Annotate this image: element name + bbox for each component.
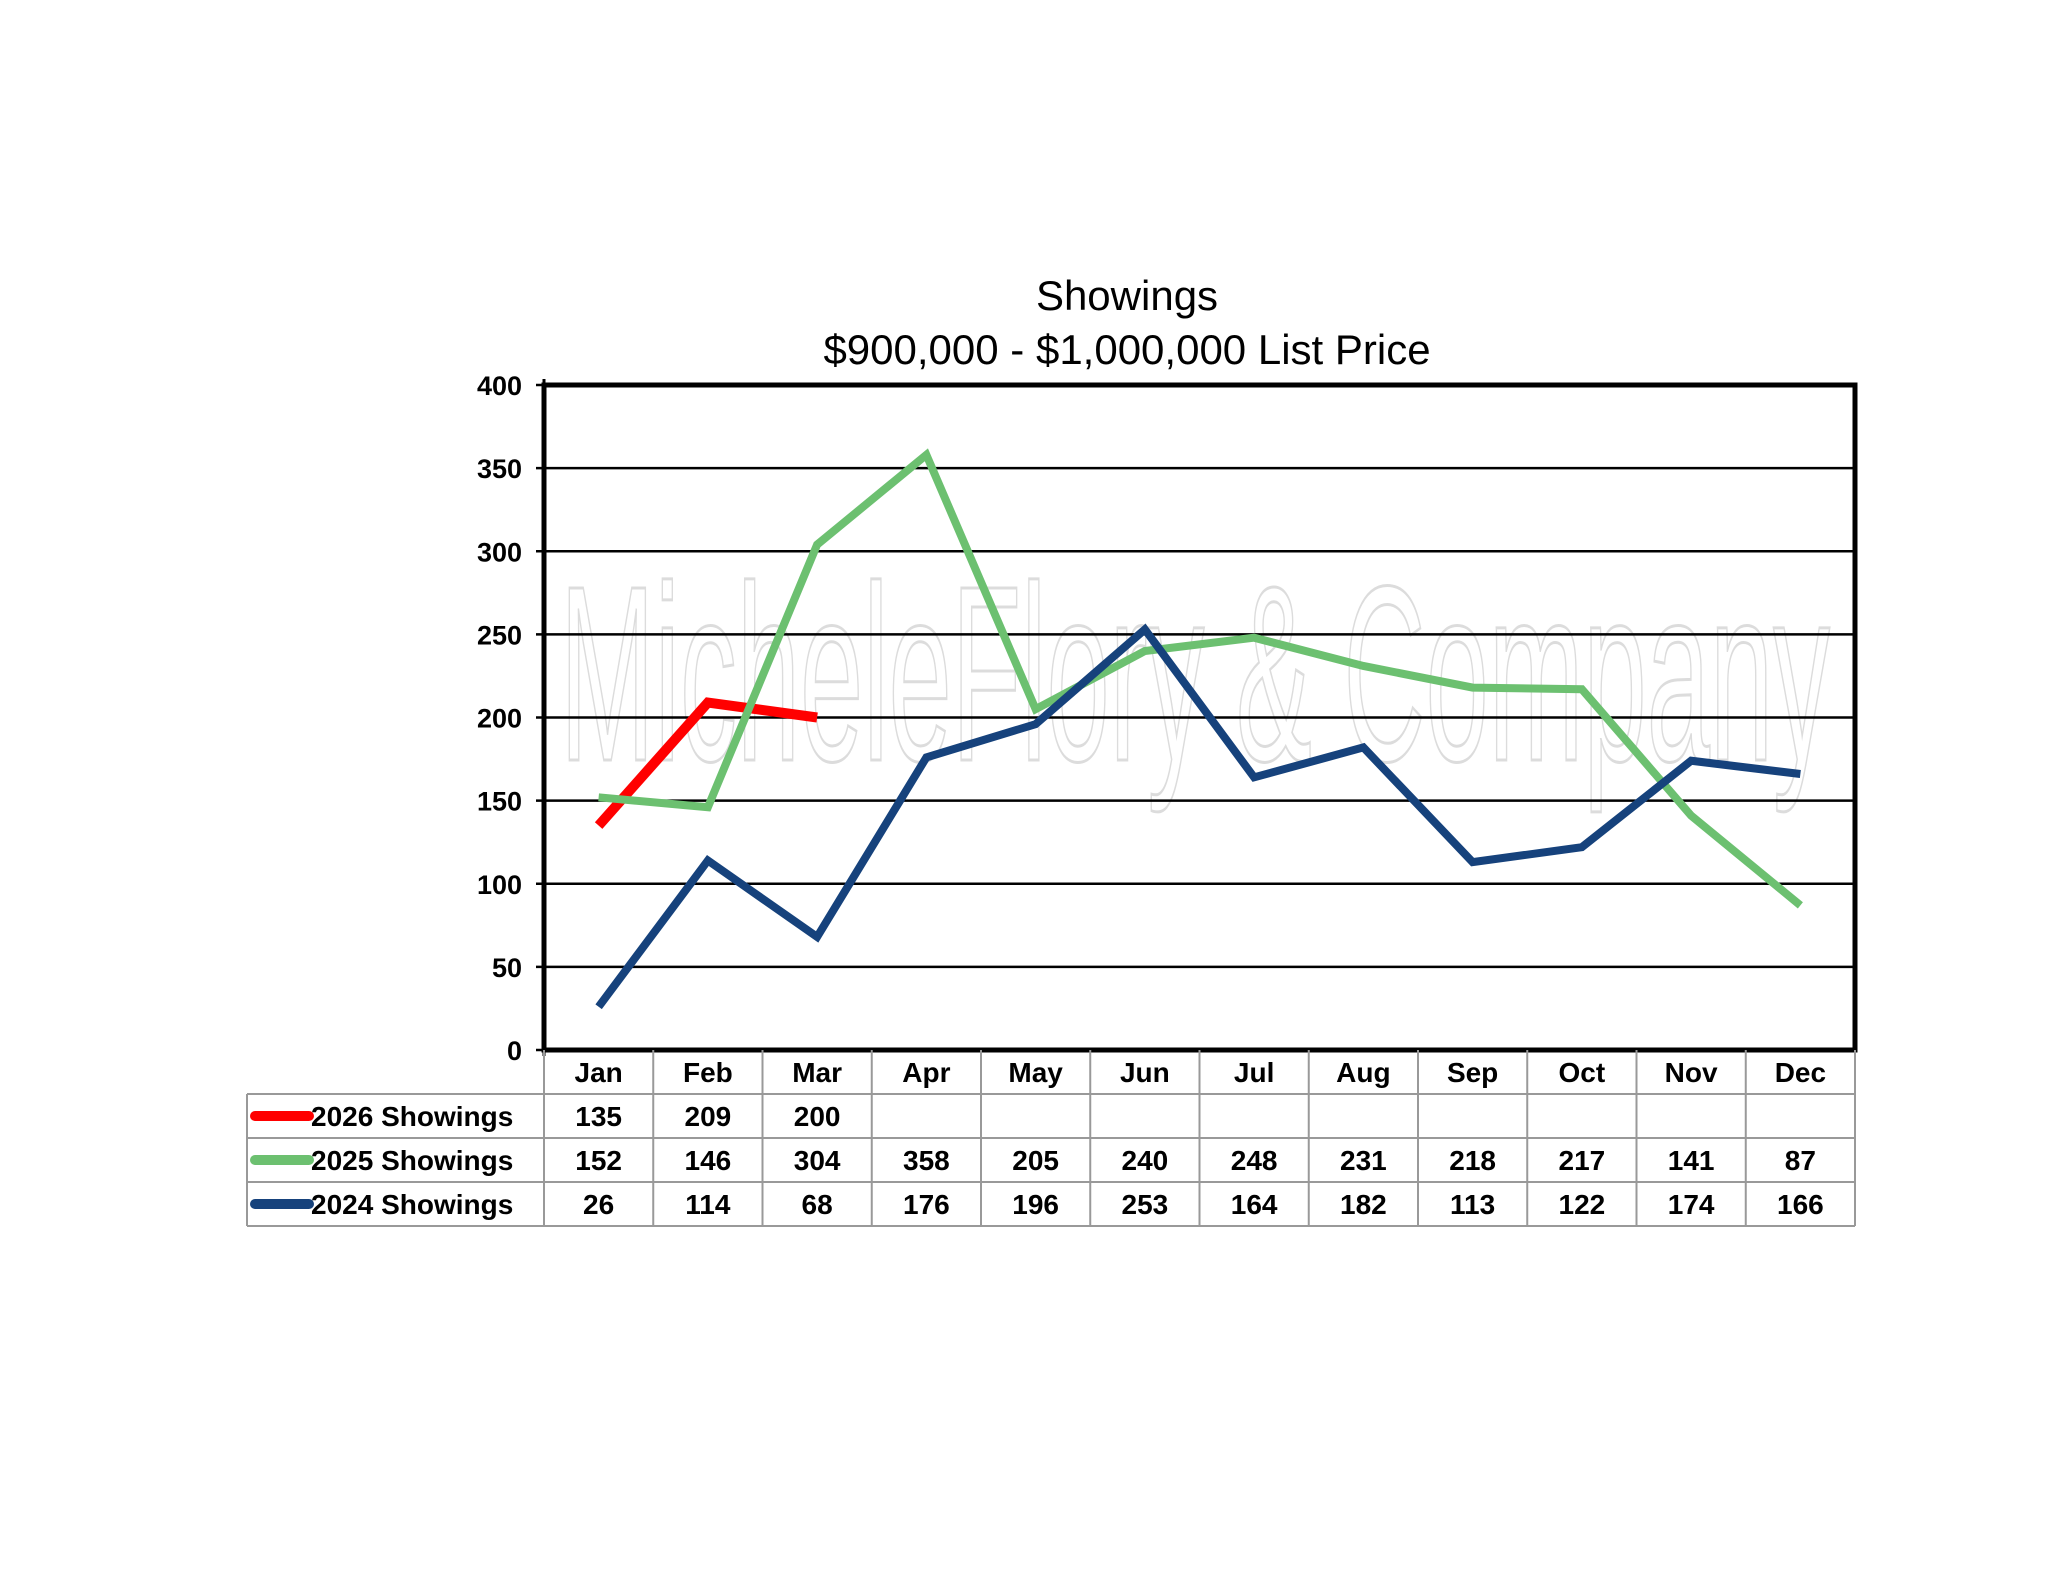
table-value: 122 bbox=[1559, 1189, 1606, 1220]
table-value: 217 bbox=[1559, 1145, 1606, 1176]
table-value: 209 bbox=[685, 1101, 732, 1132]
table-value: 304 bbox=[794, 1145, 841, 1176]
table-value: 141 bbox=[1668, 1145, 1715, 1176]
table-value: 231 bbox=[1340, 1145, 1387, 1176]
y-tick-label: 250 bbox=[477, 620, 522, 650]
y-tick-label: 0 bbox=[507, 1036, 522, 1066]
table-value: 218 bbox=[1449, 1145, 1496, 1176]
table-value: 174 bbox=[1668, 1189, 1715, 1220]
table-value: 135 bbox=[575, 1101, 622, 1132]
table-value: 146 bbox=[685, 1145, 732, 1176]
series-line-2026 bbox=[594, 697, 818, 829]
table-value: 176 bbox=[903, 1189, 950, 1220]
y-tick-label: 350 bbox=[477, 454, 522, 484]
watermark: MicheleFlory & Company bbox=[559, 533, 1832, 815]
x-tick-label: Jan bbox=[575, 1057, 623, 1088]
x-tick-label: Jul bbox=[1234, 1057, 1274, 1088]
y-tick-label: 300 bbox=[477, 537, 522, 567]
x-tick-label: May bbox=[1008, 1057, 1063, 1088]
table-value: 113 bbox=[1450, 1189, 1495, 1220]
table-value: 164 bbox=[1231, 1189, 1278, 1220]
legend-label: 2024 Showings bbox=[311, 1189, 513, 1220]
table-value: 68 bbox=[802, 1189, 833, 1220]
legend-label: 2026 Showings bbox=[311, 1101, 513, 1132]
x-tick-label: Nov bbox=[1665, 1057, 1718, 1088]
chart-title: Showings bbox=[1036, 272, 1218, 319]
x-tick-label: Jun bbox=[1120, 1057, 1170, 1088]
series-line-2024 bbox=[595, 623, 1801, 1010]
x-tick-label: Aug bbox=[1336, 1057, 1390, 1088]
table-value: 196 bbox=[1012, 1189, 1059, 1220]
y-tick-label: 100 bbox=[477, 870, 522, 900]
x-tick-label: Sep bbox=[1447, 1057, 1498, 1088]
x-tick-label: Oct bbox=[1559, 1057, 1606, 1088]
legend-label: 2025 Showings bbox=[311, 1145, 513, 1176]
x-tick-label: Mar bbox=[792, 1057, 842, 1088]
table-value: 253 bbox=[1122, 1189, 1169, 1220]
table-value: 205 bbox=[1012, 1145, 1059, 1176]
table-value: 152 bbox=[575, 1145, 622, 1176]
table-value: 87 bbox=[1785, 1145, 1816, 1176]
x-tick-label: Apr bbox=[902, 1057, 950, 1088]
y-tick-label: 150 bbox=[477, 787, 522, 817]
table-value: 182 bbox=[1340, 1189, 1387, 1220]
table-value: 26 bbox=[583, 1189, 614, 1220]
chart-subtitle: $900,000 - $1,000,000 List Price bbox=[823, 326, 1430, 373]
table-value: 166 bbox=[1777, 1189, 1824, 1220]
table-value: 200 bbox=[794, 1101, 841, 1132]
x-tick-label: Dec bbox=[1775, 1057, 1826, 1088]
y-tick-label: 200 bbox=[477, 704, 522, 734]
table-value: 114 bbox=[685, 1189, 731, 1220]
y-tick-label: 400 bbox=[477, 371, 522, 401]
y-tick-label: 50 bbox=[492, 953, 522, 983]
watermark-text: MicheleFlory & Company bbox=[560, 534, 1830, 813]
series-line-2025 bbox=[598, 448, 1803, 909]
x-tick-label: Feb bbox=[683, 1057, 733, 1088]
table-value: 248 bbox=[1231, 1145, 1278, 1176]
table-value: 240 bbox=[1122, 1145, 1169, 1176]
table-value: 358 bbox=[903, 1145, 950, 1176]
